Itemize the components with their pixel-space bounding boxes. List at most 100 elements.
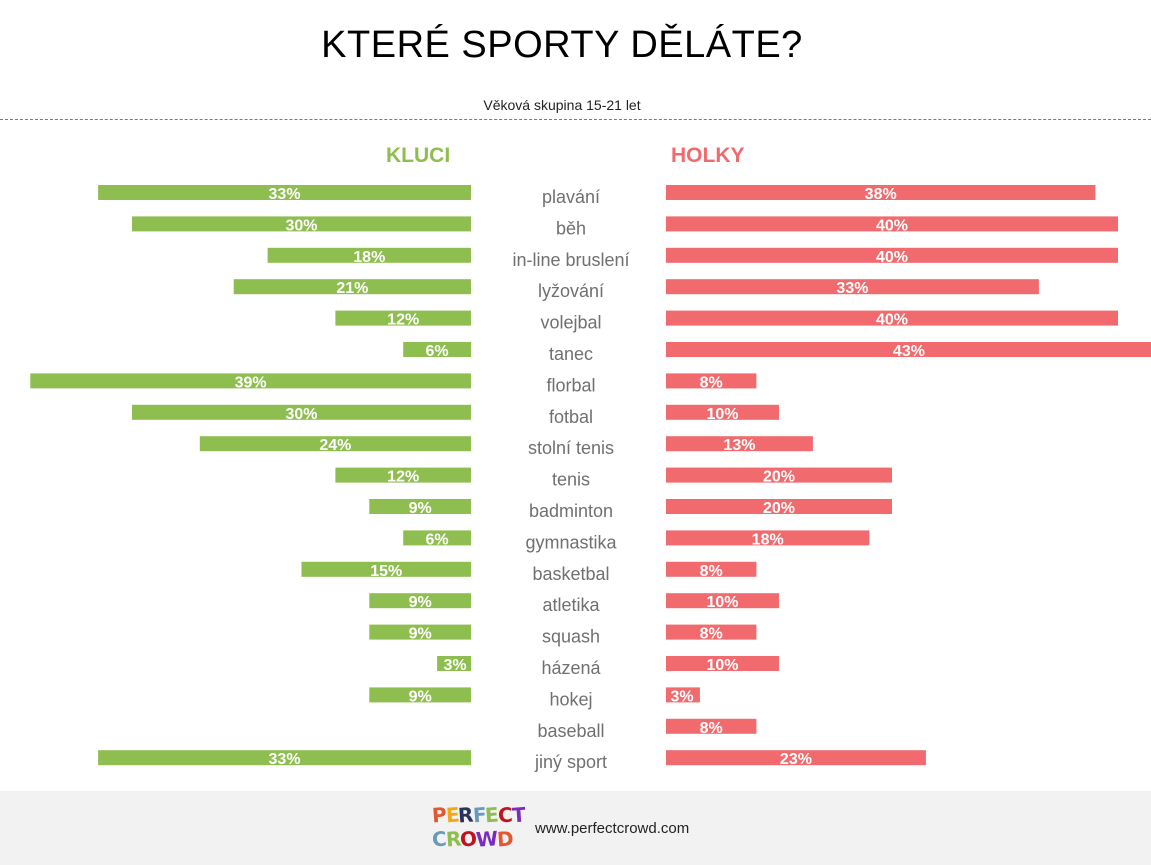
bar-boys-value: 30%: [285, 406, 317, 423]
logo-letter: C: [497, 802, 513, 828]
category-label: hokej: [549, 689, 592, 709]
bar-girls: [666, 593, 779, 609]
bar-boys: [437, 656, 471, 671]
bar-girls-value: 13%: [723, 437, 755, 454]
bar-boys: [98, 750, 471, 766]
logo-letter: D: [496, 826, 514, 852]
logo-letter: T: [510, 802, 526, 828]
bar-girls: [666, 718, 757, 734]
logo-letter: R: [457, 802, 474, 828]
category-label: florbal: [546, 375, 595, 395]
category-label: tenis: [552, 470, 590, 490]
bar-girls: [666, 499, 892, 514]
bar-boys-value: 33%: [269, 186, 301, 203]
bar-girls: [666, 624, 757, 640]
category-label: volejbal: [540, 313, 601, 333]
logo-letter: W: [475, 826, 498, 852]
bar-girls-value: 8%: [700, 374, 723, 391]
bar-girls: [666, 656, 779, 671]
bar-boys: [132, 216, 471, 232]
category-label: stolní tenis: [528, 438, 614, 458]
dashed-divider: [0, 119, 1151, 120]
bar-boys: [369, 593, 471, 609]
bar-girls-value: 33%: [836, 280, 868, 297]
bar-girls: [666, 404, 779, 420]
category-label: atletika: [542, 595, 600, 615]
bar-boys: [233, 279, 471, 295]
bar-girls: [666, 216, 1118, 232]
bar-boys: [267, 247, 471, 263]
bar-boys-value: 9%: [409, 594, 432, 611]
logo-letter: O: [459, 826, 477, 852]
bar-girls: [666, 185, 1096, 200]
bar-girls-value: 38%: [865, 186, 897, 203]
bar-girls-value: 10%: [706, 657, 738, 674]
bar-boys: [199, 436, 472, 452]
category-label: házená: [541, 658, 601, 678]
category-label: gymnastika: [525, 532, 617, 552]
category-label: jiný sport: [534, 752, 607, 772]
bar-girls: [666, 373, 757, 389]
bar-boys-value: 9%: [409, 500, 432, 517]
bar-boys-value: 39%: [235, 374, 267, 391]
bar-boys-value: 12%: [387, 312, 419, 329]
bar-boys: [335, 310, 471, 326]
category-label: lyžování: [538, 281, 604, 301]
category-label: fotbal: [549, 407, 593, 427]
bar-girls: [666, 436, 813, 452]
bar-boys: [369, 624, 471, 640]
bar-girls-value: 3%: [670, 688, 693, 705]
bar-boys-value: 30%: [285, 217, 317, 234]
legend-girls: HOLKY: [671, 144, 745, 167]
category-label: plavání: [542, 187, 600, 207]
bar-girls-value: 20%: [763, 469, 795, 486]
bar-girls: [666, 279, 1039, 295]
bar-boys-value: 12%: [387, 469, 419, 486]
bar-girls-value: 40%: [876, 312, 908, 329]
bar-boys: [98, 185, 471, 200]
footer: PERFECT CROWD www.perfectcrowd.com: [0, 791, 1151, 865]
bar-boys: [30, 373, 472, 389]
bar-boys-value: 18%: [353, 249, 385, 266]
category-label: tanec: [549, 344, 593, 364]
bar-boys: [301, 561, 471, 577]
category-label: squash: [542, 627, 600, 647]
bar-girls-value: 8%: [700, 563, 723, 580]
bar-girls: [666, 342, 1151, 357]
bar-girls-value: 8%: [700, 720, 723, 737]
bar-boys-value: 3%: [443, 657, 466, 674]
bar-girls-value: 43%: [893, 343, 925, 360]
bar-girls-value: 20%: [763, 500, 795, 517]
bar-boys-value: 6%: [426, 343, 449, 360]
perfect-crowd-logo: PERFECT CROWD: [431, 802, 525, 857]
bar-girls: [666, 750, 926, 766]
bar-girls: [666, 247, 1118, 263]
bar-boys-value: 24%: [319, 437, 351, 454]
category-label: badminton: [529, 501, 613, 521]
chart-subtitle: Věková skupina 15-21 let: [483, 97, 641, 113]
bar-boys-value: 21%: [336, 280, 368, 297]
bar-boys-value: 9%: [409, 626, 432, 643]
bar-boys-value: 6%: [426, 531, 449, 548]
bar-girls: [666, 310, 1118, 326]
bar-boys: [132, 404, 471, 420]
bar-girls-value: 8%: [700, 626, 723, 643]
website-link[interactable]: www.perfectcrowd.com: [535, 820, 690, 837]
category-label: baseball: [537, 721, 604, 741]
bar-boys-value: 0%: [443, 720, 466, 737]
bar-girls: [666, 561, 757, 577]
bar-boys: [403, 342, 471, 357]
page-title: KTERÉ SPORTY DĚLÁTE?: [321, 24, 803, 66]
logo-line-2: CROWD: [431, 826, 514, 852]
butterfly-bar-chart: 33% plavání 38% 30% běh 40% 18% in-line bruslen…: [30, 185, 1151, 772]
logo-line-1: PERFECT: [431, 802, 525, 828]
bar-girls-value: 18%: [752, 531, 784, 548]
bar-boys: [369, 499, 471, 514]
bar-girls: [666, 467, 892, 483]
bar-boys-value: 15%: [370, 563, 402, 580]
bar-girls-value: 40%: [876, 249, 908, 266]
bar-girls-value: 10%: [706, 406, 738, 423]
bar-girls-value: 10%: [706, 594, 738, 611]
category-label: běh: [556, 218, 586, 238]
logo-letter: C: [431, 826, 447, 852]
